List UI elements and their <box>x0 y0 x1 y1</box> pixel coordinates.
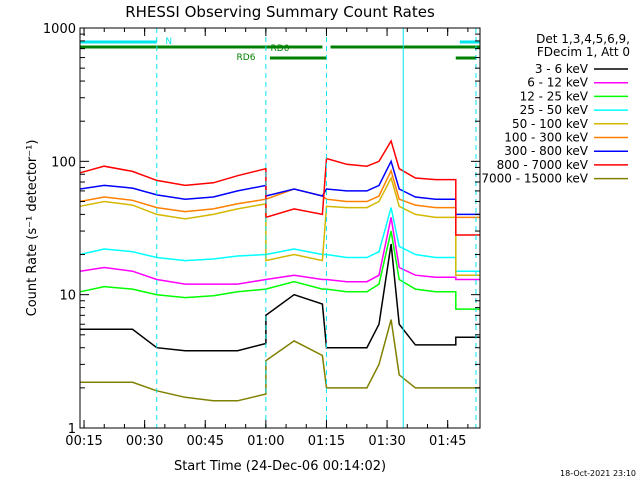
x-axis: 00:15 00:30 00:45 01:00 01:15 01:30 01:45 <box>65 28 469 449</box>
legend-entry-label: 25 - 50 keV <box>520 103 589 117</box>
legend-entry-label: 100 - 300 keV <box>504 131 588 145</box>
series-line <box>79 217 480 285</box>
legend-entry-label: 12 - 25 keV <box>520 89 589 103</box>
x-axis-label: Start Time (24-Dec-06 00:14:02) <box>174 459 386 474</box>
legend-entry-label: 6 - 12 keV <box>527 76 589 90</box>
time-markers <box>79 28 477 428</box>
chart-title: RHESSI Observing Summary Count Rates <box>125 3 435 21</box>
legend-entry-label: 50 - 100 keV <box>512 117 589 131</box>
x-tick-label: 00:30 <box>126 434 163 449</box>
state-bar-label: N <box>165 37 172 47</box>
legend-header-2: FDecim 1, Att 0 <box>537 45 630 59</box>
x-tick-label: 01:30 <box>368 434 405 449</box>
legend-entry-label: 3 - 6 keV <box>535 62 589 76</box>
series-line <box>79 159 480 216</box>
legend-entry-label: 800 - 7000 keV <box>497 158 589 172</box>
y-tick-label: 1 <box>68 422 76 437</box>
series-line <box>79 175 480 276</box>
y-tick-label: 100 <box>51 155 76 170</box>
x-tick-label: 00:15 <box>65 434 102 449</box>
series-line <box>79 230 480 310</box>
series-line <box>79 207 480 272</box>
series-line <box>79 139 480 236</box>
legend-entry-label: 7000 - 15000 keV <box>481 172 588 186</box>
legend-entry-label: 300 - 800 keV <box>504 144 588 158</box>
x-tick-label: 01:15 <box>308 434 345 449</box>
legend: Det 1,3,4,5,6,9, FDecim 1, Att 0 3 - 6 k… <box>481 32 630 186</box>
state-bar-label: RD0 <box>271 44 290 54</box>
series-line <box>80 243 480 352</box>
y-axis: 1 10 100 1000 <box>43 22 480 437</box>
y-tick-label: 10 <box>59 289 76 304</box>
state-bar-label: RD6 <box>237 53 256 63</box>
plot-frame <box>79 27 481 429</box>
state-bars: N RD0 RD6 <box>80 37 480 63</box>
x-tick-label: 00:45 <box>187 434 224 449</box>
series-line <box>80 319 480 402</box>
y-axis-label: Count Rate (s⁻¹ detector⁻¹) <box>25 140 40 317</box>
x-tick-label: 01:00 <box>247 434 284 449</box>
y-tick-label: 1000 <box>43 22 76 37</box>
x-tick-label: 01:45 <box>429 434 466 449</box>
legend-header-1: Det 1,3,4,5,6,9, <box>536 32 630 46</box>
generation-timestamp: 18-Oct-2021 23:10 <box>560 469 636 478</box>
data-lines <box>79 139 480 402</box>
